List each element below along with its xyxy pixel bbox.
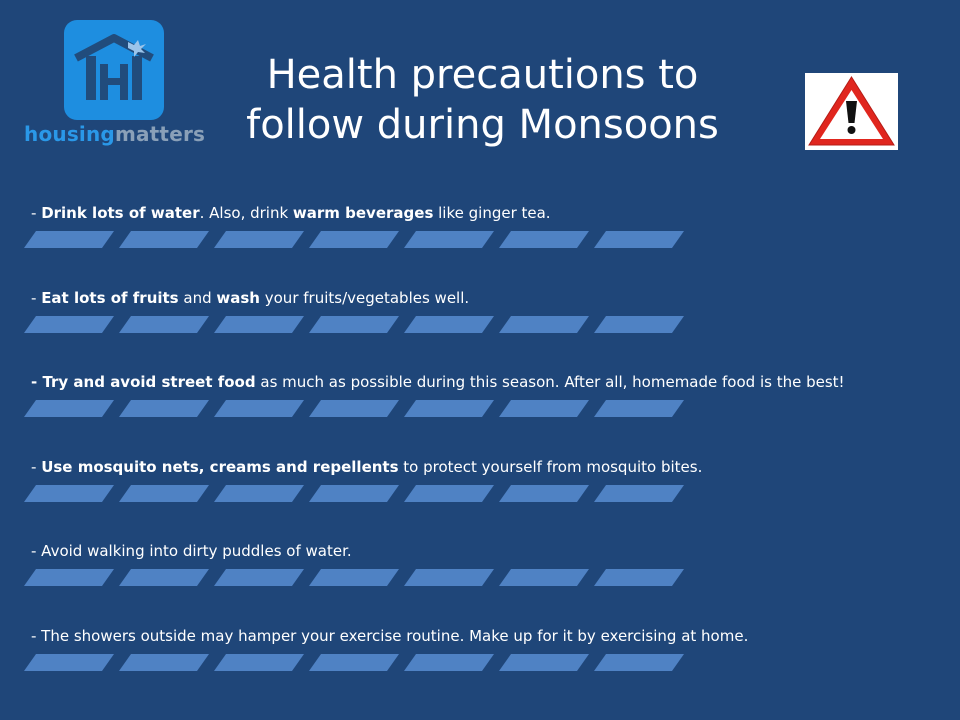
divider-bars	[24, 231, 684, 248]
divider-bar	[309, 400, 399, 417]
divider-bar	[594, 485, 684, 502]
tip-2-segment: -	[31, 289, 42, 307]
divider-bar	[119, 485, 209, 502]
tip-1-segment: Drink lots of water	[41, 204, 200, 222]
tip-2-segment: Eat lots of fruits	[41, 289, 179, 307]
tip-2-segment: wash	[216, 289, 260, 307]
divider-bar	[214, 485, 304, 502]
divider-bar	[24, 654, 114, 671]
divider-bar	[24, 316, 114, 333]
divider-bar	[214, 654, 304, 671]
warning-sign	[805, 73, 898, 150]
divider-bar	[404, 231, 494, 248]
divider-bar	[404, 316, 494, 333]
warning-triangle-icon	[808, 76, 895, 146]
divider-bars	[24, 569, 684, 586]
tip-4-segment: -	[31, 458, 42, 476]
logo-tile	[64, 20, 164, 120]
tip-1-segment: like ginger tea.	[433, 204, 551, 222]
tip-3: - Try and avoid street food as much as p…	[31, 372, 951, 392]
tip-2-segment: your fruits/vegetables well.	[259, 289, 470, 307]
divider-bar	[404, 654, 494, 671]
housingmatters-logo: housingmatters	[22, 18, 214, 158]
divider-bar	[404, 400, 494, 417]
tip-1-segment: -	[31, 204, 42, 222]
divider-bar	[24, 485, 114, 502]
divider-bar	[309, 485, 399, 502]
divider-bars	[24, 654, 684, 671]
divider-bar	[119, 569, 209, 586]
divider-bar	[499, 316, 589, 333]
divider-bar	[404, 485, 494, 502]
divider-bar	[594, 400, 684, 417]
divider-bar	[119, 231, 209, 248]
divider-bar	[24, 569, 114, 586]
divider-bar	[594, 231, 684, 248]
tip-1-segment: . Also, drink	[199, 204, 293, 222]
divider-bar	[499, 654, 589, 671]
title-line2: follow during Monsoons	[246, 102, 719, 148]
tip-4: - Use mosquito nets, creams and repellen…	[31, 457, 951, 477]
brand-name-part2: matters	[114, 122, 206, 146]
divider-bar	[499, 400, 589, 417]
brand-name-part1: housing	[24, 122, 115, 146]
divider-bar	[24, 400, 114, 417]
tip-4-segment: to protect yourself from mosquito bites.	[398, 458, 703, 476]
divider-bar	[309, 231, 399, 248]
divider-bars	[24, 316, 684, 333]
divider-bar	[594, 316, 684, 333]
tip-5: - Avoid walking into dirty puddles of wa…	[31, 541, 951, 561]
divider-bar	[119, 316, 209, 333]
divider-bar	[499, 231, 589, 248]
divider-bar	[594, 654, 684, 671]
divider-bar	[119, 400, 209, 417]
divider-bar	[404, 569, 494, 586]
divider-bar	[214, 231, 304, 248]
tip-3-segment: as much as possible during this season. …	[255, 373, 845, 391]
divider-bar	[309, 316, 399, 333]
divider-bar	[499, 569, 589, 586]
divider-bar	[119, 654, 209, 671]
tip-6: - The showers outside may hamper your ex…	[31, 626, 951, 646]
divider-bar	[309, 654, 399, 671]
tip-1-segment: warm beverages	[292, 204, 434, 222]
brand-name: housingmatters	[24, 122, 205, 146]
divider-bar	[499, 485, 589, 502]
divider-bar	[594, 569, 684, 586]
tip-6-segment: - The showers outside may hamper your ex…	[31, 627, 749, 645]
house-icon	[74, 34, 154, 100]
divider-bar	[24, 231, 114, 248]
divider-bar	[309, 569, 399, 586]
divider-bar	[214, 316, 304, 333]
tip-3-segment: - Try and avoid street food	[31, 373, 256, 391]
tip-5-segment: - Avoid walking into dirty puddles of wa…	[31, 542, 352, 560]
page-title: Health precautions to follow during Mons…	[230, 50, 735, 150]
divider-bars	[24, 400, 684, 417]
tip-2-segment: and	[178, 289, 217, 307]
divider-bar	[214, 569, 304, 586]
tip-2: - Eat lots of fruits and wash your fruit…	[31, 288, 951, 308]
title-line1: Health precautions to	[266, 52, 699, 98]
tip-4-segment: Use mosquito nets, creams and repellents	[41, 458, 399, 476]
divider-bar	[214, 400, 304, 417]
divider-bars	[24, 485, 684, 502]
tip-1: - Drink lots of water. Also, drink warm …	[31, 203, 951, 223]
